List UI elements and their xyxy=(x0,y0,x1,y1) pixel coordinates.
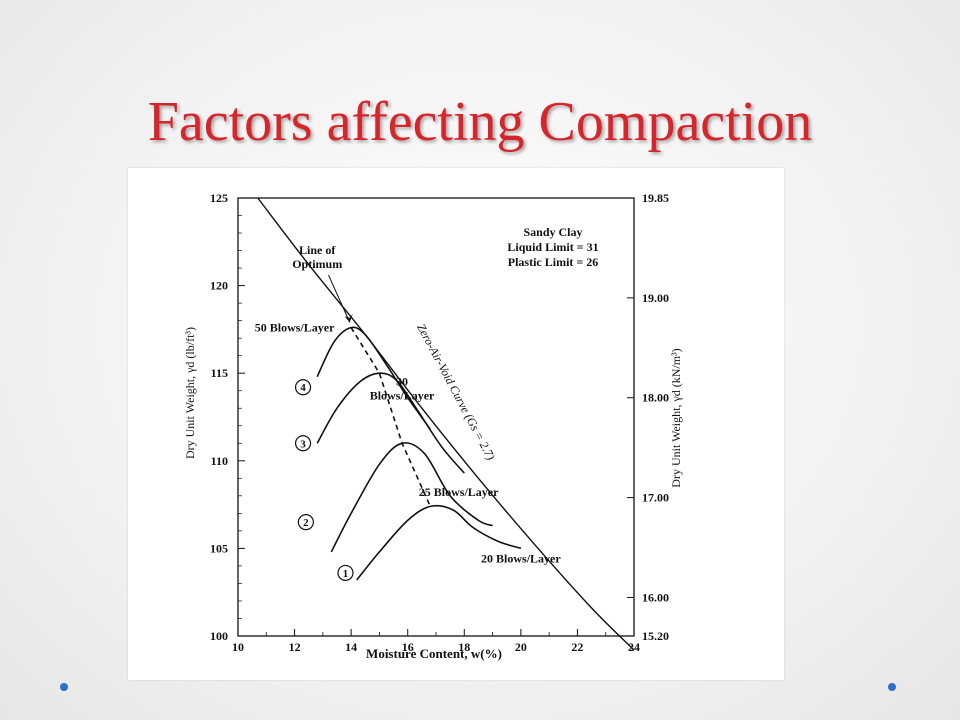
info-liquid-limit: Liquid Limit = 31 xyxy=(507,240,598,254)
compaction-chart: 10 12 14 16 18 20 22 2410010511011512012515.201… xyxy=(183,191,683,661)
y-tick-label: 120 xyxy=(210,279,228,293)
optimum-pointer-head xyxy=(344,313,353,323)
y-tick-label: 100 xyxy=(210,629,228,643)
y-tick-label: 105 xyxy=(210,541,228,555)
info-soil-type: Sandy Clay xyxy=(523,225,582,239)
x-axis-label: Moisture Content, w(%) xyxy=(366,646,502,661)
y-tick-label: 115 xyxy=(211,366,228,380)
curve-label-2: 25 Blows/Layer xyxy=(419,485,499,499)
curve-label-3-cont: Blows/Layer xyxy=(370,389,435,403)
line-of-optimum-label: Line of xyxy=(299,243,336,257)
x-tick-label: 12 xyxy=(289,640,301,654)
line-of-optimum-label-cont: Optimum xyxy=(292,257,342,271)
curve-number-circle-2 xyxy=(297,514,314,531)
line-of-optimum xyxy=(350,327,432,507)
compaction-curve-3 xyxy=(316,372,465,474)
y-right-tick-label: 16.00 xyxy=(642,590,669,604)
compaction-figure: 10 12 14 16 18 20 22 24 100 105 110 115 120 125 15.20 1… xyxy=(128,168,784,680)
labels-layer: Zero-Air-Void Curve (Gs = 2.7)50 Blows/L… xyxy=(255,243,561,582)
curve-number-circle-1 xyxy=(337,564,354,582)
curve-number-2: 2 xyxy=(303,517,309,529)
curve-number-circle-3 xyxy=(294,435,312,452)
x-tick-label: 16 xyxy=(402,640,414,654)
x-tick-label: 14 xyxy=(345,640,357,654)
curve-label-4: 50 Blows/Layer xyxy=(255,321,335,335)
y-right-tick-label: 15.20 xyxy=(642,629,669,643)
slide-title: Factors affecting Compaction xyxy=(147,91,813,153)
zero-air-void-curve xyxy=(257,197,635,651)
compaction-curve-4 xyxy=(316,326,431,430)
series-layer xyxy=(257,197,635,651)
y-right-tick-label: 18.00 xyxy=(642,391,669,405)
curve-number-4: 4 xyxy=(300,382,306,394)
y-right-tick-label: 17.00 xyxy=(642,491,669,505)
curve-label-3: 30 xyxy=(396,375,408,389)
x-tick-label: 10 xyxy=(232,640,244,654)
x-tick-label: 20 xyxy=(515,640,527,654)
curve-number-3: 3 xyxy=(300,438,306,450)
y-axis-label-right: Dry Unit Weight, γd (kN/m³) xyxy=(669,348,683,487)
y-right-tick-label: 19.00 xyxy=(642,291,669,305)
curve-number-1: 1 xyxy=(343,568,349,580)
compaction-curve-1 xyxy=(356,504,522,581)
y-tick-label: 125 xyxy=(210,191,228,205)
slide-bullet-left xyxy=(60,683,68,691)
curve-label-1: 20 Blows/Layer xyxy=(481,551,561,565)
y-axis-label-left: Dry Unit Weight, γd (lb/ft³) xyxy=(183,327,197,459)
x-tick-label: 22 xyxy=(571,640,583,654)
info-plastic-limit: Plastic Limit = 26 xyxy=(508,255,599,269)
ticks-layer: 10 12 14 16 18 20 22 2410010511011512012515.201… xyxy=(210,191,669,654)
x-tick-label: 24 xyxy=(628,640,640,654)
curve-number-circle-4 xyxy=(294,379,312,396)
y-right-tick-label: 19.85 xyxy=(642,191,669,205)
info-box: Sandy Clay Liquid Limit = 31 Plastic Lim… xyxy=(507,225,598,269)
optimum-pointer xyxy=(328,274,351,323)
compaction-curve-2 xyxy=(330,442,493,553)
x-tick-label: 18 xyxy=(458,640,470,654)
y-tick-label: 110 xyxy=(211,454,228,468)
slide-bullet-right xyxy=(888,683,896,691)
